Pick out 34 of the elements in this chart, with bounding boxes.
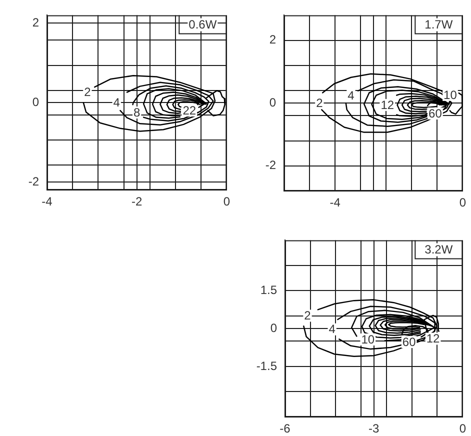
x-tick-label: -3 [368,422,380,436]
annotation: 12 [426,332,440,346]
y-tick-label: 0 [270,320,278,335]
annotation: 0.6W [188,18,218,32]
annotation: 4 [348,88,355,103]
y-tick-label: 2 [269,32,276,47]
x-tick-label: -4 [42,194,53,209]
annotation: 10 [361,332,375,346]
annotation: 2 [84,85,92,100]
y-tick-label: 0 [269,95,276,110]
y-tick-label: 1.5 [260,283,278,298]
y-tick-label: -2 [265,158,276,172]
x-tick-label: 0 [459,196,466,210]
annotation: 10 [444,88,458,102]
annotation: 12 [380,98,394,112]
y-tick-label: -1.5 [256,358,278,373]
annotation: 4 [328,322,336,336]
annotation: 3.2W [424,242,454,257]
y-tick-label: 2 [32,15,40,30]
y-tick-label: -2 [28,174,40,188]
annotation: 8 [133,105,140,120]
annotation: 4 [113,95,120,110]
annotation: 22 [182,103,196,118]
x-tick-label: 0 [223,194,230,209]
annotation: 60 [402,334,416,349]
x-tick-label: 0 [459,422,466,436]
y-tick-label: 0 [32,94,40,109]
annotation: 60 [428,106,442,120]
x-tick-label: -2 [131,194,142,209]
x-tick-label: -6 [280,422,291,436]
x-tick-label: -4 [330,196,341,210]
annotation: 2 [304,308,312,323]
annotation: 2 [316,96,324,110]
annotation: 1.7W [424,18,454,32]
